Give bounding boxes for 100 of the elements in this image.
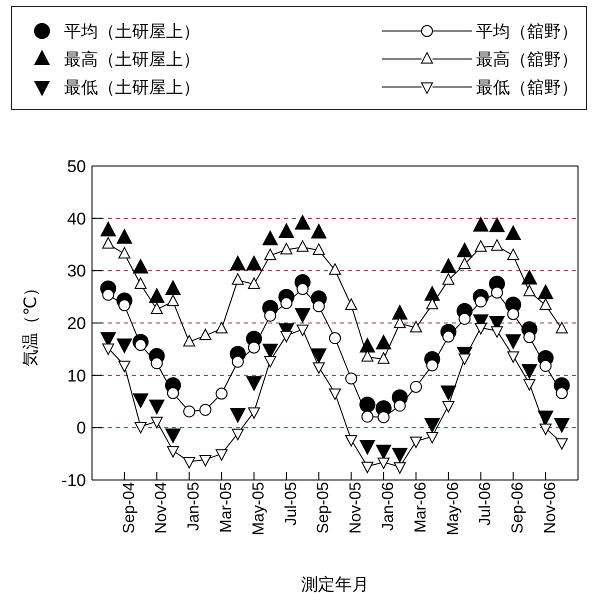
point — [540, 360, 552, 372]
point — [148, 400, 165, 415]
point — [102, 288, 114, 301]
point — [248, 277, 260, 289]
point — [410, 436, 422, 448]
point — [556, 438, 568, 450]
point — [394, 316, 406, 328]
point — [230, 255, 246, 270]
point — [199, 404, 212, 416]
point — [116, 228, 132, 244]
point — [378, 458, 390, 470]
point — [312, 362, 325, 374]
point — [248, 407, 260, 419]
point — [458, 258, 471, 270]
point — [246, 255, 262, 270]
point — [183, 457, 196, 469]
point — [472, 216, 489, 232]
point — [394, 400, 406, 412]
point — [232, 428, 244, 440]
x-tick-label: Sep-05 — [315, 482, 332, 534]
point — [426, 432, 438, 444]
y-tick-label: 50 — [67, 157, 86, 176]
point — [376, 444, 392, 460]
point — [312, 243, 325, 255]
point — [378, 352, 390, 364]
y-tick-label: 0 — [76, 418, 86, 438]
point — [521, 364, 538, 380]
point — [521, 269, 538, 285]
point — [280, 330, 292, 342]
point — [458, 312, 471, 325]
point — [556, 387, 568, 400]
point — [505, 224, 522, 240]
point — [216, 388, 228, 400]
point — [361, 462, 374, 474]
x-tick-label: May-05 — [250, 482, 268, 536]
point — [491, 326, 503, 338]
point — [491, 239, 503, 251]
y-tick-label: 20 — [67, 314, 86, 334]
x-tick-label: Sep-06 — [510, 482, 527, 534]
x-tick-label: Mar-06 — [412, 482, 430, 533]
point — [118, 247, 130, 259]
point — [474, 240, 487, 252]
x-tick-label: Mar-05 — [218, 482, 235, 533]
point — [148, 288, 165, 303]
point — [392, 448, 408, 464]
point — [507, 351, 520, 363]
point — [540, 424, 552, 436]
point — [150, 416, 163, 428]
point — [392, 304, 408, 320]
point — [489, 216, 505, 232]
legend-label: 最低（土研屋上） — [64, 76, 200, 98]
point — [183, 405, 196, 418]
point — [361, 410, 374, 423]
x-axis-title: 測定年月 — [301, 575, 369, 594]
point — [264, 356, 276, 368]
point — [440, 386, 456, 401]
x-tick-label: Nov-05 — [348, 482, 365, 534]
x-tick-label: May-06 — [444, 482, 462, 536]
point — [523, 284, 536, 296]
point — [310, 223, 327, 238]
x-tick-label: Jan-05 — [186, 482, 203, 531]
point — [329, 263, 341, 275]
point — [118, 360, 130, 372]
legend-label: 平均（土研屋上） — [64, 20, 200, 42]
point — [442, 401, 454, 413]
x-tick-label: Sep-04 — [120, 482, 138, 534]
point — [167, 387, 179, 400]
point — [199, 454, 212, 466]
point — [410, 320, 422, 332]
point — [345, 435, 358, 447]
point — [458, 353, 471, 365]
point — [216, 322, 228, 334]
point — [199, 328, 212, 340]
point — [442, 273, 454, 285]
x-tick-label: Nov-06 — [542, 482, 559, 534]
point — [296, 282, 309, 295]
point — [440, 258, 456, 274]
point — [554, 418, 570, 434]
point — [132, 258, 149, 274]
point — [102, 343, 114, 355]
point — [329, 332, 341, 344]
point — [310, 348, 327, 364]
point — [491, 286, 503, 299]
point — [426, 359, 438, 372]
point — [165, 280, 181, 295]
x-tick-label: Nov-04 — [153, 482, 170, 534]
point — [507, 308, 520, 320]
point — [264, 310, 276, 322]
point — [361, 350, 374, 362]
x-tick-label: Jul-05 — [282, 482, 300, 526]
point — [538, 284, 554, 300]
x-tick-label: Jul-06 — [477, 482, 494, 526]
point — [345, 298, 358, 310]
point — [167, 294, 179, 306]
y-axis-title: 気温（℃） — [21, 279, 40, 367]
point — [294, 214, 311, 230]
y-tick-label: 30 — [67, 262, 86, 281]
point — [232, 273, 244, 285]
point — [150, 357, 163, 370]
point — [424, 418, 440, 434]
